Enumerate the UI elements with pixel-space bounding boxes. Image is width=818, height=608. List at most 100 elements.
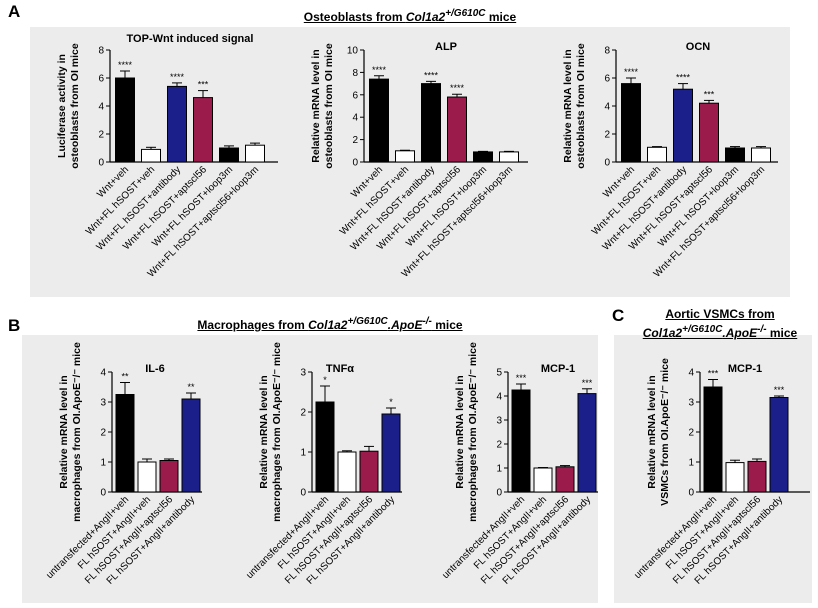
y-axis-label: osteoblasts from OI mice	[69, 43, 81, 169]
y-tick-label: 3	[300, 368, 306, 379]
bar	[555, 466, 575, 493]
significance-label: ****	[450, 83, 465, 93]
bar	[769, 397, 789, 493]
bar	[115, 77, 135, 163]
bar	[137, 461, 157, 493]
y-axis-label: macrophages from OI.ApoE⁻/⁻ mice	[467, 342, 479, 522]
bar	[141, 148, 161, 163]
y-tick-label: 1	[496, 464, 502, 475]
chart-title: ALP	[435, 41, 457, 53]
y-tick-label: 4	[496, 392, 502, 403]
bar	[315, 401, 335, 493]
significance-label: ****	[424, 70, 439, 80]
significance-label: ****	[624, 67, 639, 77]
y-tick-label: 5	[496, 368, 502, 379]
significance-label: **	[121, 372, 129, 382]
category-label: FL hSOST+AngII+aptscl56	[283, 494, 375, 586]
bar	[159, 460, 179, 493]
y-tick-label: 0	[496, 488, 502, 499]
significance-label: ****	[118, 60, 133, 70]
bar	[647, 146, 667, 163]
category-label: FL hSOST+AngII+aptscl56	[671, 494, 763, 586]
y-tick-label: 0	[688, 488, 694, 499]
bar	[245, 144, 265, 163]
y-tick-label: 1	[300, 448, 306, 459]
y-tick-label: 2	[352, 135, 358, 146]
y-tick-label: 4	[688, 368, 694, 379]
panel-label-a: A	[8, 2, 21, 21]
chart-tnfa: TNFα Relative mRNA level in macrophages fr…	[244, 342, 402, 587]
bar	[473, 151, 493, 163]
bar	[337, 451, 357, 493]
y-axis-label: Relative mRNA level in	[310, 49, 322, 162]
y-tick-label: 0	[98, 158, 104, 169]
y-axis-label: Relative mRNA level in	[562, 49, 574, 162]
bar	[359, 450, 379, 493]
significance-label: ****	[676, 73, 691, 83]
y-tick-label: 4	[604, 102, 610, 113]
section-b-title: Macrophages from Col1a2+/G610C.ApoE-/- m…	[197, 316, 463, 332]
significance-label: ****	[170, 72, 185, 82]
y-tick-label: 1	[688, 458, 694, 469]
section-c-title: Aortic VSMCs from Col1a2+/G610C.ApoE-/- …	[642, 307, 798, 340]
significance-label: ***	[516, 373, 527, 383]
y-tick-label: 2	[300, 408, 306, 419]
chart-top_wnt: TOP-Wnt induced signal Luciferase activit…	[56, 33, 278, 280]
category-label: FL hSOST+AngII+aptscl56	[83, 494, 175, 586]
bar	[699, 102, 719, 163]
bar	[533, 467, 553, 493]
y-axis-label: Relative mRNA level in	[58, 375, 70, 488]
chart-title: MCP-1	[541, 363, 575, 375]
category-label: FL hSOST+AngII+aptscl56	[479, 494, 571, 586]
y-tick-label: 2	[688, 428, 694, 439]
y-axis-label: VSMCs from OI.ApoE⁻/⁻ mice	[659, 358, 671, 506]
y-tick-label: 2	[604, 130, 610, 141]
significance-label: ***	[198, 80, 209, 90]
chart-title: TOP-Wnt induced signal	[127, 33, 254, 45]
y-tick-label: 3	[100, 398, 106, 409]
bar	[447, 96, 467, 163]
bar	[577, 393, 597, 493]
bar	[747, 460, 767, 493]
bar	[181, 398, 201, 493]
y-tick-label: 10	[347, 46, 359, 57]
section-a-title: Osteoblasts from Col1a2+/G610C mice	[303, 8, 517, 24]
significance-label: ***	[704, 89, 715, 99]
y-tick-label: 6	[352, 90, 358, 101]
significance-label: **	[187, 382, 195, 392]
y-axis-label: Relative mRNA level in	[454, 375, 466, 488]
bar	[369, 78, 389, 163]
significance-label: ***	[708, 369, 719, 379]
y-tick-label: 8	[352, 68, 358, 79]
y-tick-label: 2	[100, 428, 106, 439]
bar	[193, 97, 213, 163]
chart-title: IL-6	[145, 363, 165, 375]
bar	[499, 151, 519, 163]
y-axis-label: osteoblasts from OI mice	[575, 43, 587, 169]
bar	[751, 147, 771, 163]
y-tick-label: 6	[98, 74, 104, 85]
bar	[381, 413, 401, 493]
y-axis-label: Relative mRNA level in	[646, 375, 658, 488]
bar	[673, 88, 693, 163]
chart-il6: IL-6 Relative mRNA level in macrophages fr…	[44, 342, 202, 587]
chart-title: OCN	[686, 41, 711, 53]
y-tick-label: 0	[300, 488, 306, 499]
y-tick-label: 4	[352, 113, 358, 124]
chart-title: MCP-1	[728, 363, 762, 375]
chart-mcp1_mac: MCP-1 Relative mRNA level in macrophages f…	[440, 342, 598, 587]
bar	[421, 83, 441, 163]
bar	[703, 386, 723, 493]
y-tick-label: 4	[98, 102, 104, 113]
bar	[621, 83, 641, 163]
bar	[725, 147, 745, 163]
y-axis-label: macrophages from OI.ApoE⁻/⁻ mice	[271, 342, 283, 522]
bar	[511, 389, 531, 493]
significance-label: ***	[582, 378, 593, 388]
bar	[115, 394, 135, 493]
significance-label: *	[323, 375, 327, 385]
panel-label-c: C	[612, 306, 625, 325]
panel-label-b: B	[8, 316, 21, 335]
